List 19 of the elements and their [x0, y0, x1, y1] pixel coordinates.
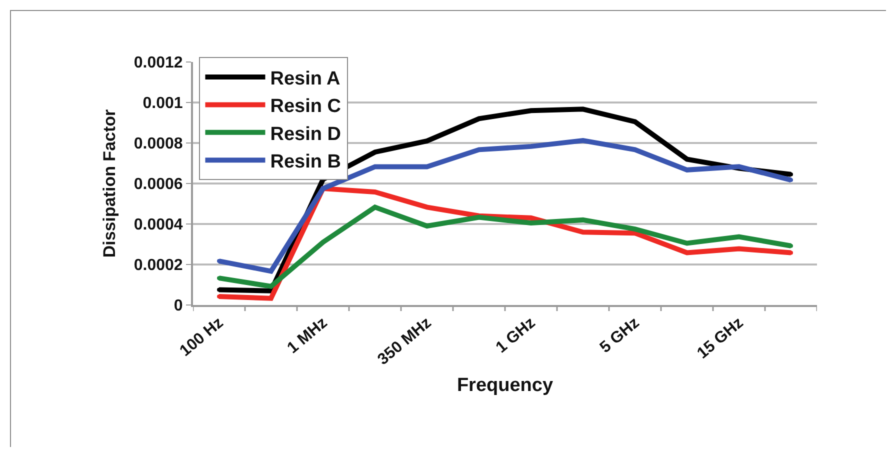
- x-tick-label: 1 GHz: [493, 314, 539, 357]
- y-tick-label: 0: [174, 298, 183, 315]
- legend-label: Resin C: [270, 96, 342, 118]
- y-tick-label: 0.0006: [134, 176, 183, 194]
- x-tick-label: 5 GHz: [597, 314, 643, 357]
- y-tick-label: 0.0002: [134, 257, 183, 274]
- x-tick-label: 100 Hz: [176, 314, 227, 360]
- y-tick-label: 0.001: [142, 95, 183, 112]
- legend-label: Resin D: [270, 124, 341, 145]
- x-axis-title: Frequency: [456, 374, 554, 396]
- y-tick-label: 0.0004: [134, 216, 183, 234]
- y-axis-title: Dissipation Factor: [100, 108, 119, 258]
- x-tick-label: 1 MHz: [284, 314, 331, 358]
- y-tick-label: 0.0008: [134, 136, 183, 153]
- x-tick-label: 15 GHz: [694, 314, 747, 362]
- legend-label: Resin A: [270, 68, 341, 90]
- legend-label: Resin B: [270, 152, 341, 172]
- y-tick-label: 0.0012: [134, 54, 183, 72]
- x-tick-label: 350 MHz: [374, 314, 435, 369]
